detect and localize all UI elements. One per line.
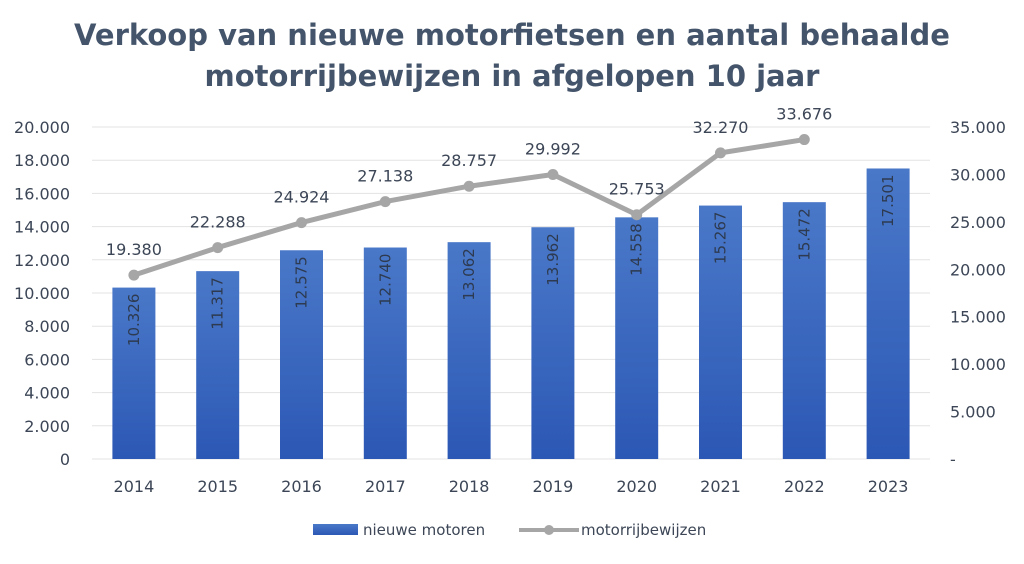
right-y-tick-label: 20.000 bbox=[950, 260, 1006, 279]
bar bbox=[112, 287, 156, 459]
legend-label-nieuwe-motoren: nieuwe motoren bbox=[363, 521, 485, 539]
legend-label-motorrijbewijzen: motorrijbewijzen bbox=[581, 521, 706, 539]
line-value-label: 33.676 bbox=[776, 105, 832, 124]
bar-value-label: 12.575 bbox=[293, 256, 311, 309]
right-y-tick-label: 35.000 bbox=[950, 118, 1006, 137]
line-value-label: 25.753 bbox=[609, 180, 665, 199]
line-point bbox=[379, 196, 391, 208]
line-series: 19.380 22.288 24.924 27.138 28.757 29.992 25.7… bbox=[106, 105, 832, 281]
left-y-tick-label: 16.000 bbox=[14, 184, 70, 203]
bar-series: 10.326 11.317 12.575 12.740 13.062 13.962 14.5… bbox=[112, 168, 910, 459]
bar-value-label: 13.962 bbox=[544, 233, 562, 286]
line-point bbox=[128, 269, 140, 281]
left-y-tick-label: 20.000 bbox=[14, 118, 70, 137]
bar bbox=[531, 227, 575, 459]
left-y-tick-label: 2.000 bbox=[24, 417, 70, 436]
bar-value-label: 15.267 bbox=[712, 212, 730, 265]
bar-value-label: 14.558 bbox=[628, 223, 646, 276]
x-tick-label: 2020 bbox=[616, 477, 657, 496]
right-y-tick-label: - bbox=[950, 450, 956, 469]
bar-value-label: 12.740 bbox=[376, 254, 394, 306]
right-y-tick-label: 15.000 bbox=[950, 308, 1006, 327]
left-y-tick-label: 4.000 bbox=[24, 384, 70, 403]
bar bbox=[196, 271, 240, 459]
line-point bbox=[547, 169, 559, 181]
bar bbox=[866, 168, 910, 459]
line-value-label: 24.924 bbox=[274, 188, 330, 207]
left-y-tick-label: 6.000 bbox=[24, 350, 70, 369]
x-tick-label: 2023 bbox=[868, 477, 909, 496]
legend: nieuwe motoren motorrijbewijzen bbox=[313, 521, 706, 539]
x-tick-label: 2019 bbox=[533, 477, 574, 496]
line-value-label: 27.138 bbox=[357, 167, 413, 186]
x-tick-label: 2014 bbox=[114, 477, 155, 496]
left-y-tick-label: 12.000 bbox=[14, 251, 70, 270]
line-point bbox=[296, 217, 307, 229]
left-y-tick-label: 8.000 bbox=[24, 317, 70, 336]
line-value-label: 22.288 bbox=[190, 213, 246, 232]
bar-value-label: 11.317 bbox=[209, 277, 227, 330]
x-tick-label: 2017 bbox=[365, 477, 406, 496]
line-value-label: 28.757 bbox=[441, 151, 497, 170]
bar bbox=[615, 217, 659, 459]
right-y-axis: - 5.000 10.000 15.000 20.000 25.000 30.000 35.0… bbox=[950, 118, 1006, 469]
bar-value-label: 17.501 bbox=[879, 174, 897, 227]
right-y-tick-label: 5.000 bbox=[950, 403, 996, 422]
right-y-tick-label: 25.000 bbox=[950, 213, 1006, 232]
x-tick-label: 2022 bbox=[784, 477, 825, 496]
bar-value-label: 13.062 bbox=[460, 248, 478, 301]
bar-value-label: 10.326 bbox=[125, 294, 143, 347]
x-tick-label: 2021 bbox=[700, 477, 741, 496]
chart-title-line-2: motorrijbewijzen in afgelopen 10 jaar bbox=[205, 59, 821, 93]
left-y-tick-label: 14.000 bbox=[14, 218, 70, 237]
bar bbox=[699, 205, 742, 459]
left-y-tick-label: 0 bbox=[60, 450, 70, 469]
bar bbox=[363, 247, 407, 459]
line-point bbox=[463, 180, 475, 192]
line-point bbox=[212, 242, 224, 254]
line-point bbox=[715, 147, 726, 159]
line-value-label: 32.270 bbox=[693, 118, 749, 137]
bar bbox=[280, 250, 323, 459]
left-y-axis: 0 2.000 4.000 6.000 8.000 10.000 12.000 14.000 1… bbox=[14, 118, 70, 469]
line-value-label: 19.380 bbox=[106, 240, 162, 259]
x-tick-label: 2015 bbox=[197, 477, 238, 496]
legend-swatch-nieuwe-motoren bbox=[313, 524, 358, 535]
bar-value-label: 15.472 bbox=[795, 208, 813, 261]
x-tick-label: 2018 bbox=[449, 477, 490, 496]
line-value-label: 29.992 bbox=[525, 140, 581, 159]
right-y-tick-label: 10.000 bbox=[950, 355, 1006, 374]
chart-title-line-1: Verkoop van nieuwe motorfietsen en aanta… bbox=[74, 18, 950, 52]
right-y-tick-label: 30.000 bbox=[950, 165, 1006, 184]
x-tick-label: 2016 bbox=[281, 477, 322, 496]
bar bbox=[782, 202, 826, 459]
line-point bbox=[631, 209, 643, 221]
left-y-tick-label: 18.000 bbox=[14, 151, 70, 170]
left-y-tick-label: 10.000 bbox=[14, 284, 70, 303]
bar bbox=[447, 242, 491, 459]
legend-swatch-motorrijbewijzen-marker bbox=[544, 525, 554, 535]
line-point bbox=[798, 134, 810, 146]
x-axis: 2014 2015 2016 2017 2018 2019 2020 2021 2022 2023 bbox=[114, 477, 909, 496]
